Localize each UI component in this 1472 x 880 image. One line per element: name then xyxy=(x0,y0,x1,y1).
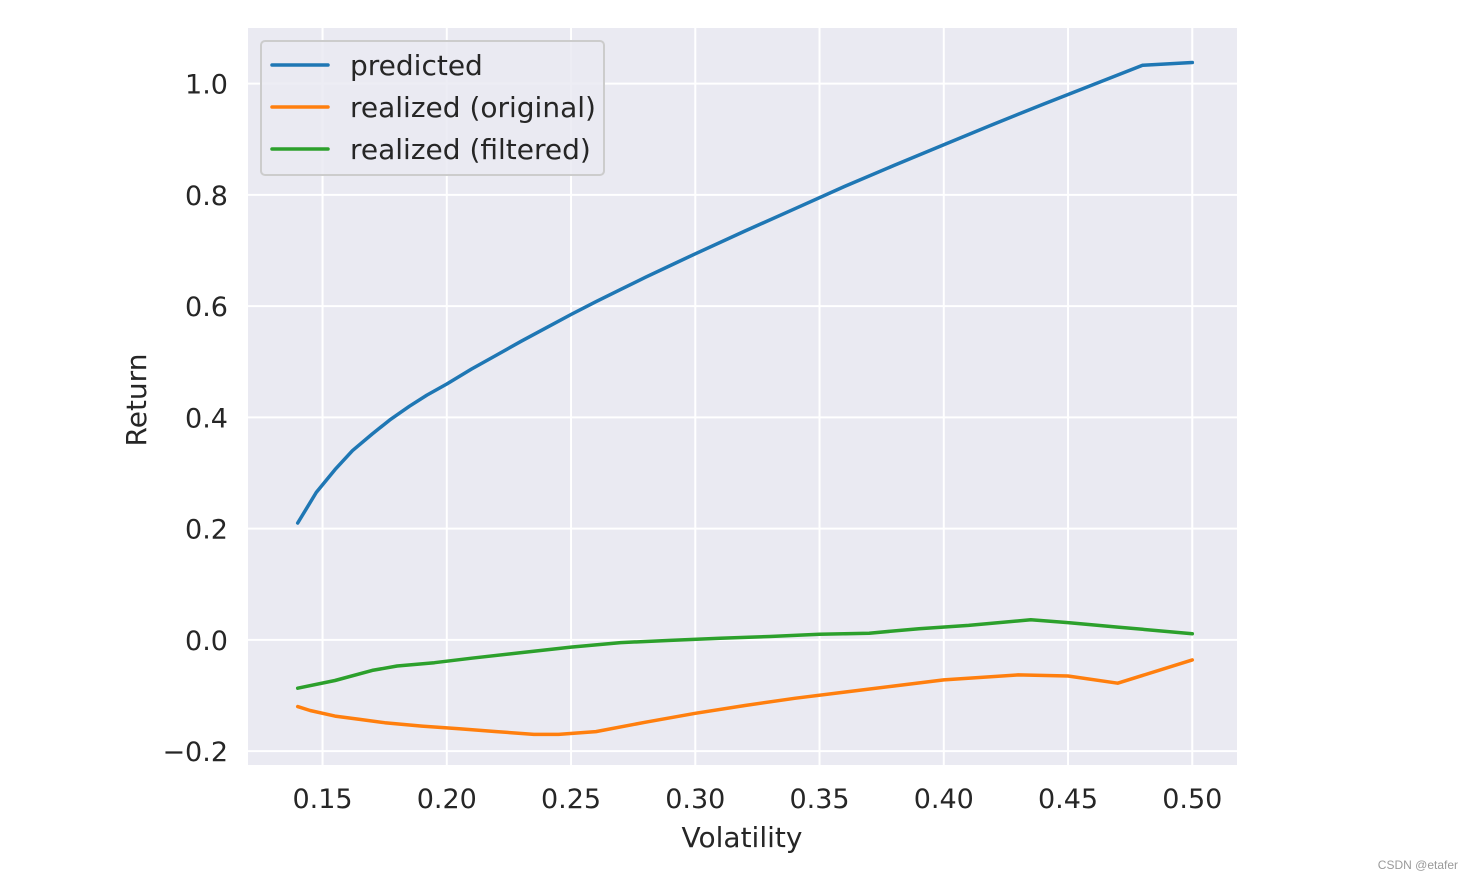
y-tick-label: 0.0 xyxy=(185,626,228,657)
y-tick-label: 0.4 xyxy=(185,403,228,434)
legend-frame xyxy=(260,40,605,176)
y-tick-labels: −0.2 0.0 0.2 0.4 0.6 0.8 1.0 xyxy=(162,70,228,768)
x-tick-label: 0.35 xyxy=(789,784,849,815)
watermark-text: CSDN @etafer xyxy=(1377,858,1458,872)
x-tick-label: 0.45 xyxy=(1038,784,1098,815)
x-tick-labels: 0.15 0.20 0.25 0.30 0.35 0.40 0.45 0.50 xyxy=(292,784,1222,815)
y-tick-label: 1.0 xyxy=(185,70,228,101)
legend-label-0: predicted xyxy=(350,49,483,82)
x-tick-label: 0.25 xyxy=(541,784,601,815)
series-line-2 xyxy=(295,618,1195,690)
series-line-0 xyxy=(295,60,1195,525)
x-tick-label: 0.30 xyxy=(665,784,725,815)
x-tick-label: 0.20 xyxy=(417,784,477,815)
y-tick-label: 0.2 xyxy=(185,515,228,546)
series-lines xyxy=(295,60,1195,737)
x-tick-label: 0.15 xyxy=(292,784,352,815)
y-tick-label: 0.8 xyxy=(185,181,228,212)
x-axis-label: Volatility xyxy=(682,821,803,854)
legend-label-1: realized (original) xyxy=(350,91,596,124)
y-axis-label: Return xyxy=(120,354,153,447)
y-tick-label: −0.2 xyxy=(162,737,228,768)
x-tick-label: 0.50 xyxy=(1162,784,1222,815)
legend: predicted realized (original) realized (fi… xyxy=(260,40,605,176)
y-gridlines xyxy=(248,82,1237,753)
y-tick-label: 0.6 xyxy=(185,292,228,323)
series-line-1 xyxy=(295,658,1195,737)
legend-label-2: realized (filtered) xyxy=(350,133,591,166)
x-tick-label: 0.40 xyxy=(914,784,974,815)
